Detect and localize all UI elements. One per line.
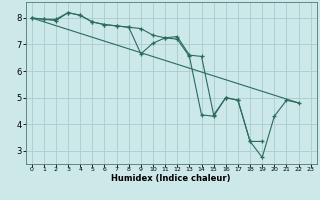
X-axis label: Humidex (Indice chaleur): Humidex (Indice chaleur) [111,174,231,183]
